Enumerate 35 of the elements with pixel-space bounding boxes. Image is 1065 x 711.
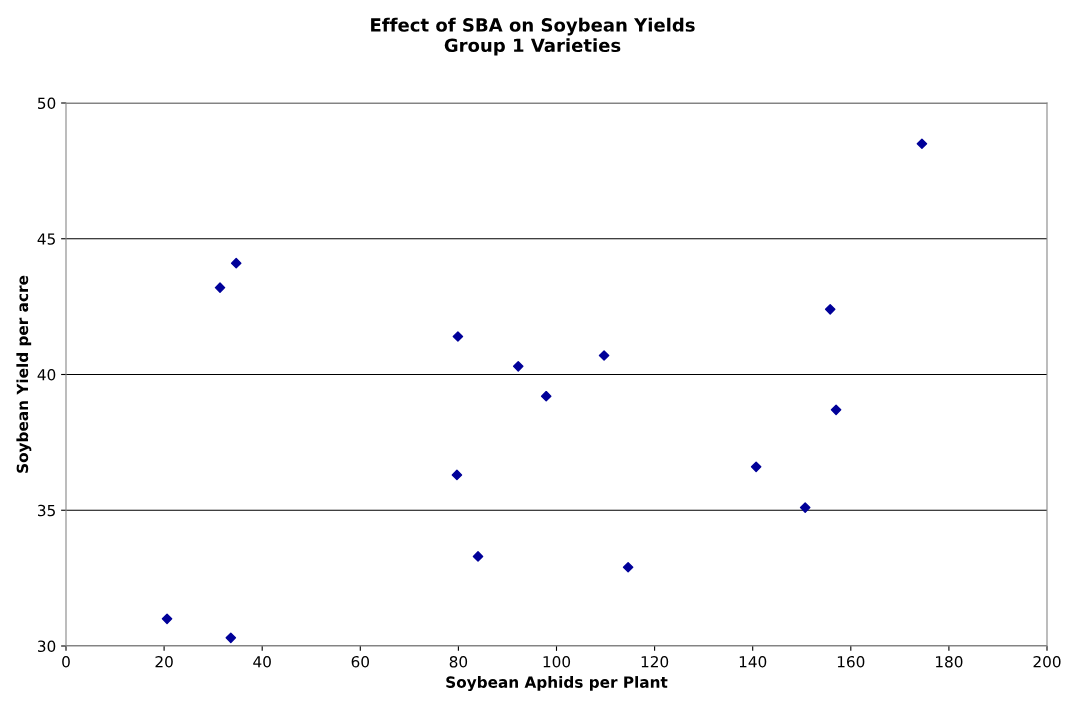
x-tick-label: 60 <box>351 655 370 668</box>
y-tick-label: 35 <box>38 504 55 517</box>
x-tick-label: 0 <box>62 655 70 668</box>
y-tick-label: 50 <box>38 97 56 110</box>
x-tick-label: 40 <box>253 655 271 668</box>
x-tick-label: 140 <box>739 655 767 668</box>
point <box>161 613 173 625</box>
x-tick-label: 160 <box>837 655 865 668</box>
point <box>916 138 928 150</box>
x-tick-label: 200 <box>1033 655 1061 668</box>
x-tick-label: 180 <box>936 655 963 668</box>
point <box>830 404 842 416</box>
y-tick-label: 40 <box>37 368 56 381</box>
point <box>750 461 762 473</box>
point <box>540 390 552 402</box>
y-tick-label: 45 <box>37 233 55 245</box>
point <box>230 257 242 269</box>
point <box>622 561 634 573</box>
point <box>799 502 811 513</box>
y-axis-title: Soybean Yield per acre <box>16 275 32 473</box>
x-tick-label: 120 <box>641 655 669 668</box>
y-tick-label: 30 <box>38 640 56 653</box>
x-axis-title: Soybean Aphids per Plant <box>446 676 668 691</box>
point <box>225 632 237 644</box>
point <box>452 331 464 342</box>
point <box>824 304 836 315</box>
point <box>472 551 484 562</box>
point <box>451 469 463 481</box>
x-tick-label: 100 <box>543 655 571 668</box>
x-tick-label: 20 <box>155 655 173 668</box>
point <box>512 361 524 372</box>
point <box>598 350 610 361</box>
point <box>214 282 226 293</box>
x-tick-label: 80 <box>449 655 468 668</box>
chart-title: Effect of SBA on Soybean Yields Group 1 Varieties <box>371 17 695 56</box>
